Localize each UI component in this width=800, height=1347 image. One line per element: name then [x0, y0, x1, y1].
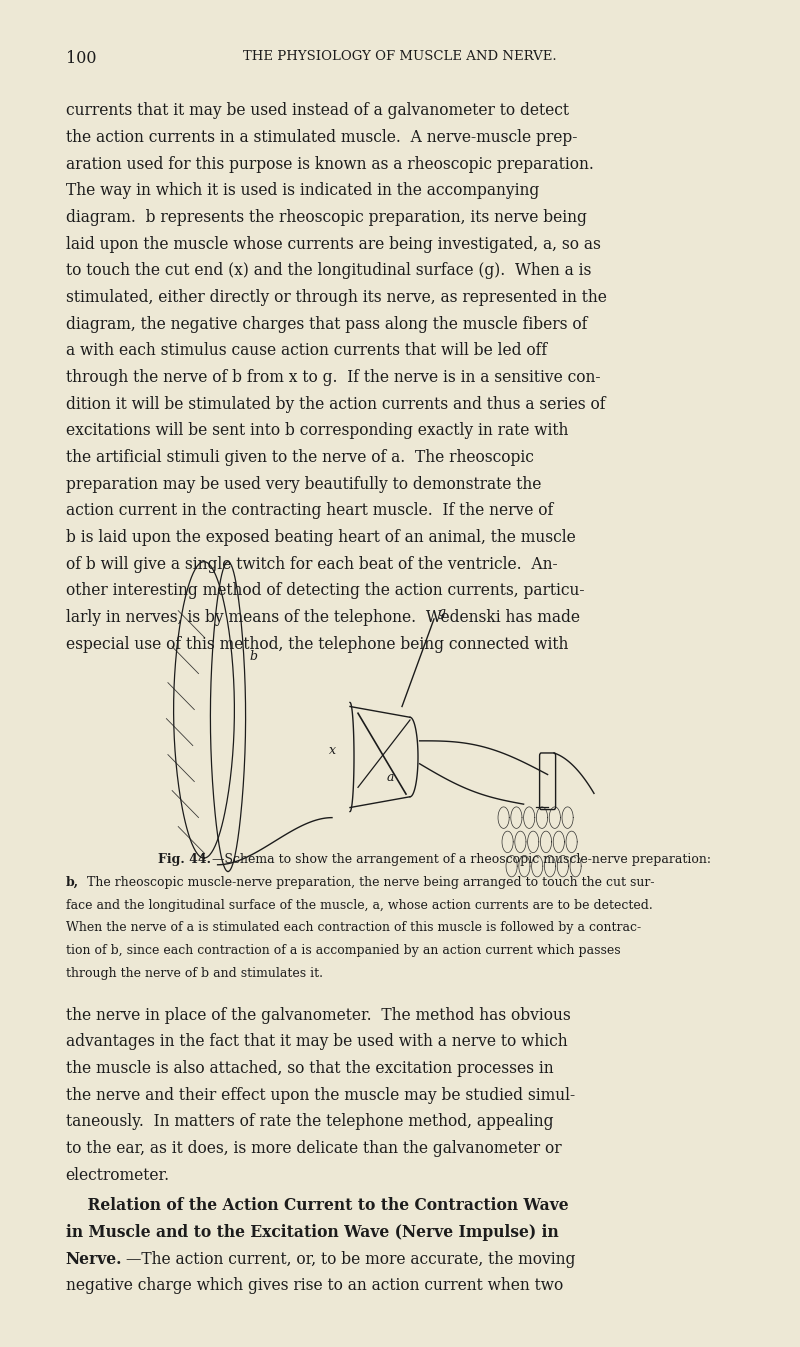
- Text: b is laid upon the exposed beating heart of an animal, the muscle: b is laid upon the exposed beating heart…: [66, 529, 575, 546]
- Text: x: x: [329, 744, 336, 757]
- Text: action current in the contracting heart muscle.  If the nerve of: action current in the contracting heart …: [66, 502, 553, 520]
- Text: preparation may be used very beautifully to demonstrate the: preparation may be used very beautifully…: [66, 475, 541, 493]
- Text: the action currents in a stimulated muscle.  A nerve-muscle prep-: the action currents in a stimulated musc…: [66, 129, 577, 145]
- Text: a: a: [386, 770, 394, 784]
- Text: electrometer.: electrometer.: [66, 1167, 170, 1184]
- Text: When the nerve of a is stimulated each contraction of this muscle is followed by: When the nerve of a is stimulated each c…: [66, 921, 641, 935]
- Text: g: g: [438, 606, 446, 620]
- Text: —Schema to show the arrangement of a rheoscopic muscle-nerve preparation:: —Schema to show the arrangement of a rhe…: [212, 854, 711, 866]
- Text: to the ear, as it does, is more delicate than the galvanometer or: to the ear, as it does, is more delicate…: [66, 1140, 562, 1157]
- Text: the artificial stimuli given to the nerve of a.  The rheoscopic: the artificial stimuli given to the nerv…: [66, 449, 534, 466]
- Text: b: b: [250, 649, 258, 663]
- Text: the nerve and their effect upon the muscle may be studied simul-: the nerve and their effect upon the musc…: [66, 1087, 574, 1103]
- Text: the nerve in place of the galvanometer.  The method has obvious: the nerve in place of the galvanometer. …: [66, 1006, 570, 1024]
- Text: larly in nerves, is by means of the telephone.  Wedenski has made: larly in nerves, is by means of the tele…: [66, 609, 579, 626]
- Text: tion of b, since each contraction of a is accompanied by an action current which: tion of b, since each contraction of a i…: [66, 944, 620, 956]
- Text: face and the longitudinal surface of the muscle, a, whose action currents are to: face and the longitudinal surface of the…: [66, 898, 652, 912]
- Text: The way in which it is used is indicated in the accompanying: The way in which it is used is indicated…: [66, 182, 539, 199]
- Text: Relation of the Action Current to the Contraction Wave: Relation of the Action Current to the Co…: [66, 1197, 568, 1215]
- Text: stimulated, either directly or through its nerve, as represented in the: stimulated, either directly or through i…: [66, 290, 606, 306]
- Text: The rheoscopic muscle-nerve preparation, the nerve being arranged to touch the c: The rheoscopic muscle-nerve preparation,…: [83, 876, 654, 889]
- Text: through the nerve of b from x to g.  If the nerve is in a sensitive con-: through the nerve of b from x to g. If t…: [66, 369, 600, 387]
- Text: —The action current, or, to be more accurate, the moving: —The action current, or, to be more accu…: [126, 1251, 575, 1268]
- Text: diagram, the negative charges that pass along the muscle fibers of: diagram, the negative charges that pass …: [66, 315, 587, 333]
- Text: 100: 100: [66, 50, 96, 67]
- Text: excitations will be sent into b corresponding exactly in rate with: excitations will be sent into b correspo…: [66, 423, 568, 439]
- Text: diagram.  b represents the rheoscopic preparation, its nerve being: diagram. b represents the rheoscopic pre…: [66, 209, 586, 226]
- Text: dition it will be stimulated by the action currents and thus a series of: dition it will be stimulated by the acti…: [66, 396, 605, 412]
- Text: laid upon the muscle whose currents are being investigated, a, so as: laid upon the muscle whose currents are …: [66, 236, 601, 253]
- Text: negative charge which gives rise to an action current when two: negative charge which gives rise to an a…: [66, 1277, 563, 1294]
- Text: Nerve.: Nerve.: [66, 1251, 122, 1268]
- Text: in Muscle and to the Excitation Wave (Nerve Impulse) in: in Muscle and to the Excitation Wave (Ne…: [66, 1224, 558, 1241]
- Text: other interesting method of detecting the action currents, particu-: other interesting method of detecting th…: [66, 582, 584, 599]
- Text: taneously.  In matters of rate the telephone method, appealing: taneously. In matters of rate the teleph…: [66, 1114, 553, 1130]
- Text: through the nerve of b and stimulates it.: through the nerve of b and stimulates it…: [66, 967, 322, 979]
- Text: Fig. 44.: Fig. 44.: [158, 854, 210, 866]
- Text: to touch the cut end (x) and the longitudinal surface (g).  When a is: to touch the cut end (x) and the longitu…: [66, 263, 591, 279]
- Text: a with each stimulus cause action currents that will be led off: a with each stimulus cause action curren…: [66, 342, 546, 360]
- Text: especial use of this method, the telephone being connected with: especial use of this method, the telepho…: [66, 636, 568, 653]
- Text: the muscle is also attached, so that the excitation processes in: the muscle is also attached, so that the…: [66, 1060, 554, 1078]
- Text: aration used for this purpose is known as a rheoscopic preparation.: aration used for this purpose is known a…: [66, 156, 594, 172]
- Text: currents that it may be used instead of a galvanometer to detect: currents that it may be used instead of …: [66, 102, 569, 120]
- Text: advantages in the fact that it may be used with a nerve to which: advantages in the fact that it may be us…: [66, 1033, 567, 1051]
- Text: b,: b,: [66, 876, 78, 889]
- Text: THE PHYSIOLOGY OF MUSCLE AND NERVE.: THE PHYSIOLOGY OF MUSCLE AND NERVE.: [243, 50, 557, 63]
- Text: of b will give a single twitch for each beat of the ventricle.  An-: of b will give a single twitch for each …: [66, 556, 558, 572]
